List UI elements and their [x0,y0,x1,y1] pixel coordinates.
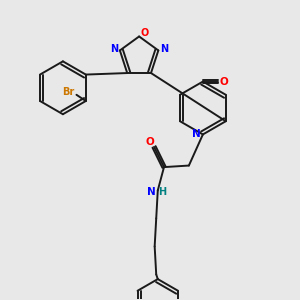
Text: O: O [219,76,228,87]
Text: N: N [160,44,168,54]
Text: O: O [141,28,149,38]
Text: N: N [147,187,155,197]
Text: N: N [110,44,118,54]
Text: H: H [158,187,166,197]
Text: N: N [192,129,201,140]
Text: Br: Br [63,87,75,97]
Text: O: O [146,137,155,147]
